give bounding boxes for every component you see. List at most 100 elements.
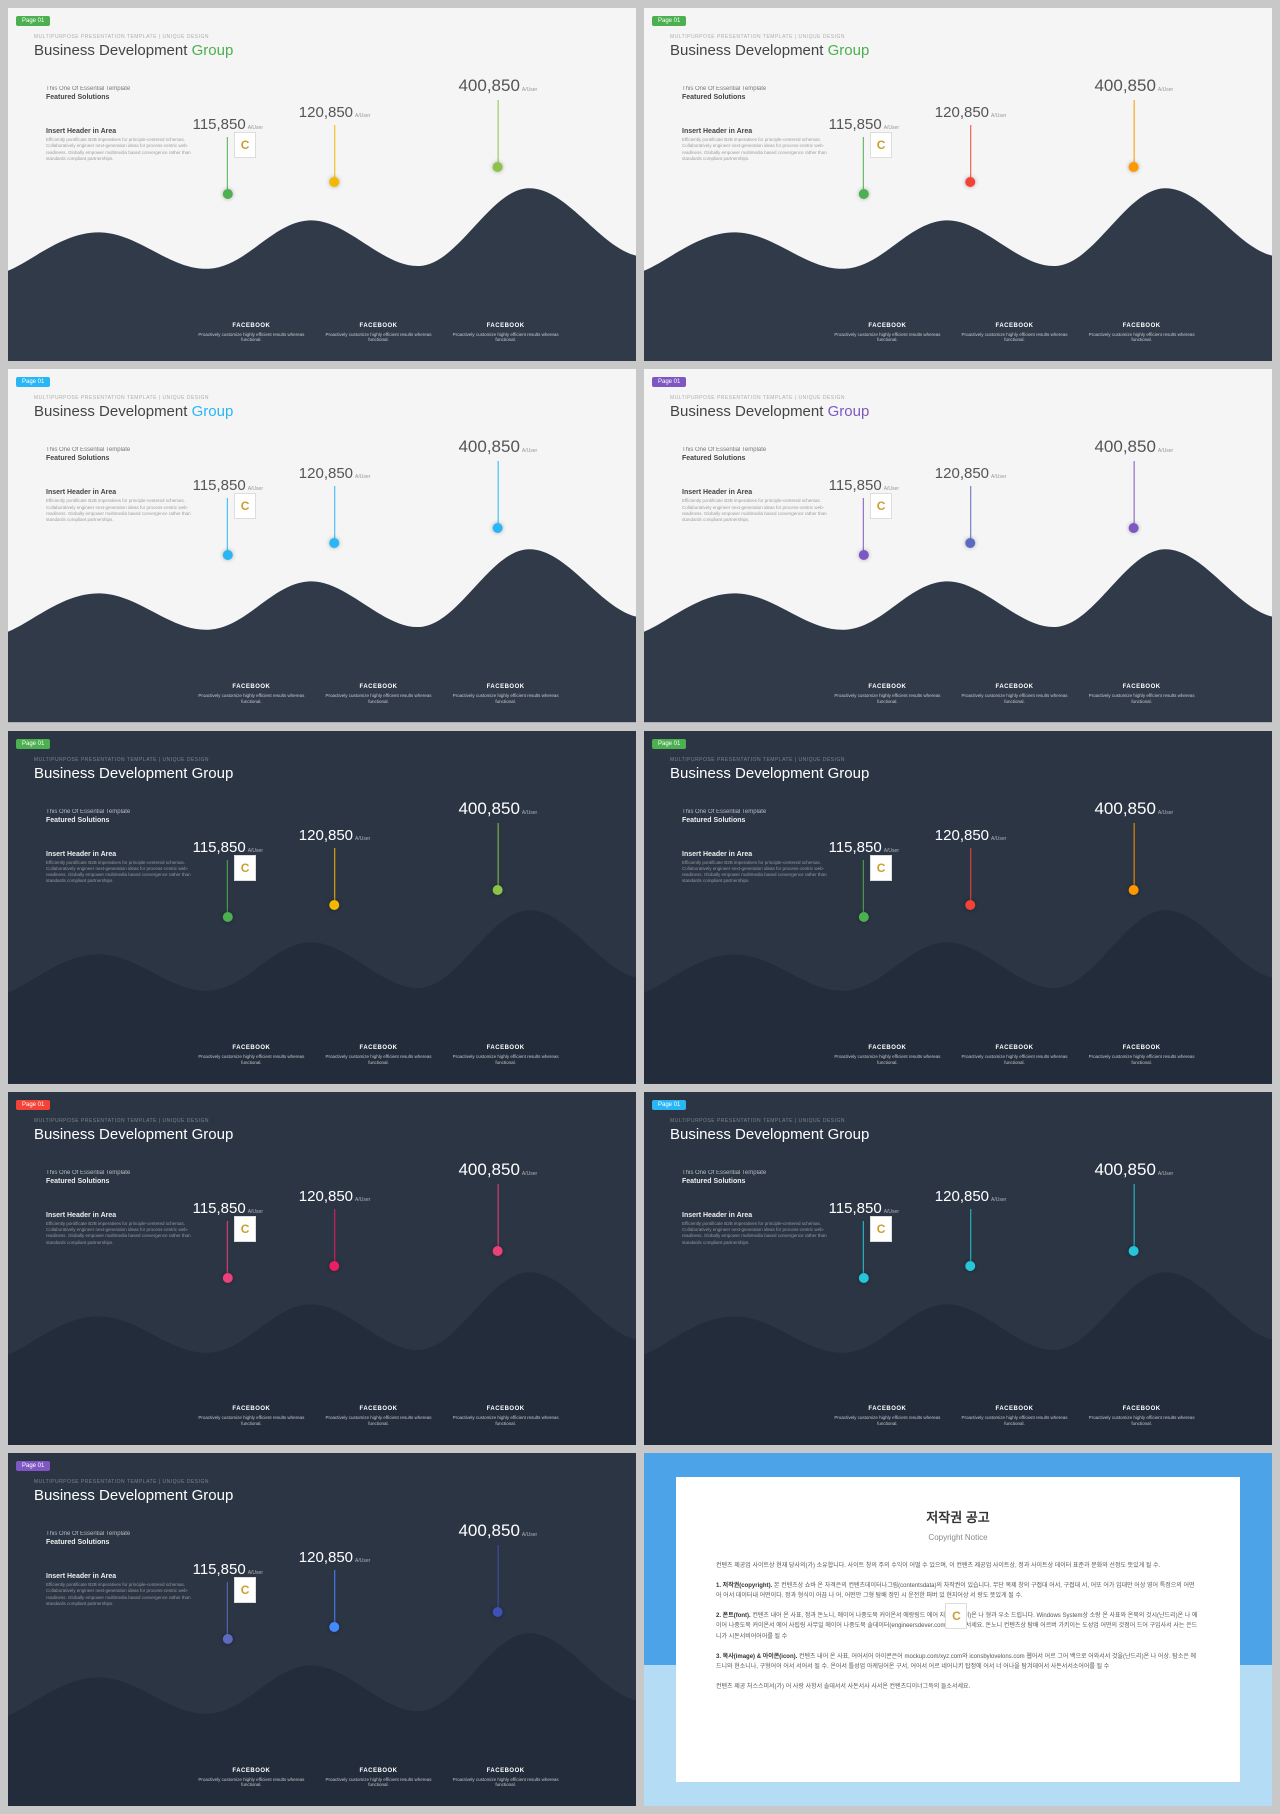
datapoint-3: 400,850A/User <box>458 1521 537 1617</box>
footer-item-text: Proactively customize highly efficient r… <box>451 1777 561 1789</box>
page-tag: Page 01 <box>652 1100 686 1110</box>
dp-dot <box>859 1273 869 1283</box>
header-block: Insert Header in AreaEfficiently pontifi… <box>46 128 196 162</box>
slide-header: MULTIPURPOSE PRESENTATION TEMPLATE | UNI… <box>34 757 233 782</box>
header-block: Insert Header in AreaEfficiently pontifi… <box>46 851 196 885</box>
slide-subtitle: MULTIPURPOSE PRESENTATION TEMPLATE | UNI… <box>34 1479 233 1485</box>
dp-number: 400,850 <box>458 1521 519 1540</box>
dp-number: 400,850 <box>458 76 519 95</box>
footer-item-title: FACEBOOK <box>451 323 561 329</box>
datapoint-3: 400,850A/User <box>1094 76 1173 172</box>
title-main: Business Development <box>670 403 828 420</box>
p3-bold: 2. 폰트(font). <box>716 1613 751 1619</box>
page-tag: Page 01 <box>16 377 50 387</box>
datapoint-value: 120,850A/User <box>935 465 1007 482</box>
dp-unit: A/User <box>522 1171 537 1177</box>
dp-number: 400,850 <box>458 799 519 818</box>
slide-subtitle: MULTIPURPOSE PRESENTATION TEMPLATE | UNI… <box>34 34 233 40</box>
footer-item-text: Proactively customize highly efficient r… <box>196 1054 306 1066</box>
datapoint-2: 120,850A/User <box>935 827 1007 910</box>
watermark-badge: C <box>234 1577 256 1603</box>
dp-unit: A/User <box>884 848 899 854</box>
dp-number: 120,850 <box>299 104 353 121</box>
header-block: Insert Header in AreaEfficiently pontifi… <box>46 1573 196 1607</box>
title-accent: Group <box>192 1126 234 1143</box>
featured-block: This One Of Essential TemplateFeatured S… <box>46 1170 196 1187</box>
slide-title: Business Development Group <box>670 765 869 782</box>
dp-unit: A/User <box>248 125 263 131</box>
title-main: Business Development <box>34 765 192 782</box>
footer-item-title: FACEBOOK <box>324 323 434 329</box>
footer-item-text: Proactively customize highly efficient r… <box>960 693 1070 705</box>
footer-item-text: Proactively customize highly efficient r… <box>451 1415 561 1427</box>
dp-line <box>1133 823 1134 885</box>
footer-item-title: FACEBOOK <box>451 1768 561 1774</box>
dp-line <box>863 137 864 189</box>
page-tag: Page 01 <box>652 377 686 387</box>
footer-item-text: Proactively customize highly efficient r… <box>960 332 1070 344</box>
dp-number: 400,850 <box>458 437 519 456</box>
watermark-badge: C <box>234 1216 256 1242</box>
tb-line2: Featured Solutions <box>682 455 832 462</box>
datapoint-value: 400,850A/User <box>458 1160 537 1180</box>
dp-line <box>227 1221 228 1273</box>
tb-para: Efficiently pontificate B2B imperatives … <box>682 1221 832 1246</box>
slide-header: MULTIPURPOSE PRESENTATION TEMPLATE | UNI… <box>670 395 869 420</box>
footer-items: FACEBOOK Proactively customize highly eff… <box>196 1768 560 1789</box>
datapoint-2: 120,850A/User <box>299 827 371 910</box>
dp-line <box>863 498 864 550</box>
footer-item: FACEBOOKProactively customize highly eff… <box>324 684 434 705</box>
dp-number: 120,850 <box>935 1188 989 1205</box>
slide-header: MULTIPURPOSE PRESENTATION TEMPLATE | UNI… <box>34 1479 233 1504</box>
footer-item: FACEBOOKProactively customize highly eff… <box>832 323 942 344</box>
slide-8: Page 01MULTIPURPOSE PRESENTATION TEMPLAT… <box>644 1092 1272 1445</box>
notice-footer: 컨텐츠 제공 처스스미서(가) 어 사랑 사항서 솔데서서 사돈서사 사서온 컨… <box>716 1682 1200 1692</box>
title-main: Business Development <box>34 1126 192 1143</box>
dp-number: 115,850 <box>193 116 246 133</box>
tb-line2: Featured Solutions <box>46 455 196 462</box>
footer-item-title: FACEBOOK <box>1087 323 1197 329</box>
datapoint-value: 115,850A/User <box>193 1200 263 1217</box>
datapoint-value: 115,850A/User <box>829 1200 899 1217</box>
watermark-badge: C <box>870 132 892 158</box>
dp-unit: A/User <box>522 87 537 93</box>
dp-dot <box>966 900 976 910</box>
dp-dot <box>330 1261 340 1271</box>
footer-item: FACEBOOKProactively customize highly eff… <box>196 1406 306 1427</box>
dp-dot <box>223 550 233 560</box>
datapoint-value: 120,850A/User <box>935 104 1007 121</box>
footer-item-text: Proactively customize highly efficient r… <box>451 693 561 705</box>
header-block: Insert Header in AreaEfficiently pontifi… <box>46 489 196 523</box>
slide-3: Page 01MULTIPURPOSE PRESENTATION TEMPLAT… <box>8 369 636 722</box>
page-tag: Page 01 <box>16 739 50 749</box>
header-block: Insert Header in AreaEfficiently pontifi… <box>682 128 832 162</box>
dp-line <box>1133 1184 1134 1246</box>
dp-line <box>970 1209 971 1261</box>
tb-line2: Featured Solutions <box>682 817 832 824</box>
dp-unit: A/User <box>991 474 1006 480</box>
dp-number: 115,850 <box>829 477 882 494</box>
datapoint-2: 120,850A/User <box>299 465 371 548</box>
datapoint-value: 120,850A/User <box>299 465 371 482</box>
dp-number: 400,850 <box>1094 1160 1155 1179</box>
dp-dot <box>493 523 503 533</box>
footer-item: FACEBOOKProactively customize highly eff… <box>196 323 306 344</box>
dp-number: 115,850 <box>193 1200 246 1217</box>
title-main: Business Development <box>34 42 192 59</box>
footer-item-text: Proactively customize highly efficient r… <box>960 1054 1070 1066</box>
watermark-badge: C <box>870 855 892 881</box>
footer-item: FACEBOOKProactively customize highly eff… <box>324 1768 434 1789</box>
datapoint-3: 400,850A/User <box>1094 799 1173 895</box>
slide-subtitle: MULTIPURPOSE PRESENTATION TEMPLATE | UNI… <box>670 757 869 763</box>
dp-line <box>227 498 228 550</box>
dp-dot <box>1129 885 1139 895</box>
footer-item-title: FACEBOOK <box>324 1768 434 1774</box>
tb-header: Insert Header in Area <box>682 1212 832 1219</box>
tb-line1: This One Of Essential Template <box>46 447 196 453</box>
datapoint-value: 115,850A/User <box>193 116 263 133</box>
datapoint-value: 120,850A/User <box>935 1188 1007 1205</box>
footer-item: FACEBOOKProactively customize highly eff… <box>1087 323 1197 344</box>
slide-9: Page 01MULTIPURPOSE PRESENTATION TEMPLAT… <box>8 1453 636 1806</box>
dp-unit: A/User <box>355 113 370 119</box>
tb-para: Efficiently pontificate B2B imperatives … <box>682 498 832 523</box>
